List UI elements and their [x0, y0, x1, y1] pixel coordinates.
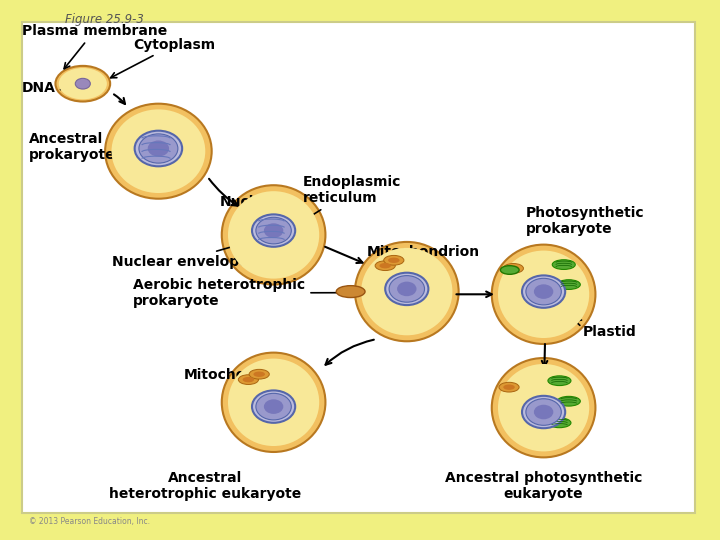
Text: © 2013 Pearson Education, Inc.: © 2013 Pearson Education, Inc.: [29, 517, 150, 526]
Ellipse shape: [492, 358, 595, 457]
Ellipse shape: [243, 377, 254, 382]
Ellipse shape: [238, 375, 258, 384]
Ellipse shape: [336, 286, 365, 298]
Ellipse shape: [548, 418, 571, 428]
Ellipse shape: [522, 275, 565, 308]
Text: Plastid: Plastid: [575, 320, 637, 339]
Ellipse shape: [375, 261, 395, 271]
Ellipse shape: [384, 255, 404, 265]
Ellipse shape: [252, 390, 295, 423]
Ellipse shape: [76, 78, 90, 89]
Ellipse shape: [548, 376, 571, 386]
Ellipse shape: [503, 264, 523, 273]
Ellipse shape: [397, 281, 416, 296]
Ellipse shape: [252, 214, 295, 247]
Ellipse shape: [557, 280, 580, 289]
Ellipse shape: [59, 68, 107, 99]
Text: Ancestral
heterotrophic eukaryote: Ancestral heterotrophic eukaryote: [109, 471, 302, 501]
Ellipse shape: [256, 393, 292, 420]
Ellipse shape: [228, 359, 319, 446]
Ellipse shape: [139, 134, 178, 163]
Ellipse shape: [222, 185, 325, 285]
Ellipse shape: [499, 382, 519, 392]
Ellipse shape: [498, 364, 589, 451]
Text: Figure 25.9-3: Figure 25.9-3: [65, 14, 144, 26]
Ellipse shape: [522, 396, 565, 428]
Ellipse shape: [503, 384, 515, 390]
Ellipse shape: [498, 251, 589, 338]
Text: Photosynthetic
prokaryote: Photosynthetic prokaryote: [526, 206, 644, 237]
Text: DNA: DNA: [22, 81, 66, 95]
Ellipse shape: [552, 260, 575, 269]
Ellipse shape: [105, 104, 212, 199]
Ellipse shape: [256, 217, 292, 244]
Ellipse shape: [264, 224, 284, 238]
Text: Aerobic heterotrophic
prokaryote: Aerobic heterotrophic prokaryote: [133, 278, 348, 308]
Text: Nuclear envelope: Nuclear envelope: [112, 244, 248, 269]
Text: Endoplasmic
reticulum: Endoplasmic reticulum: [297, 176, 401, 224]
Ellipse shape: [249, 369, 269, 379]
Text: Ancestral
prokaryote: Ancestral prokaryote: [29, 132, 115, 163]
Text: Cytoplasm: Cytoplasm: [111, 38, 215, 78]
Ellipse shape: [388, 258, 400, 263]
Ellipse shape: [500, 266, 519, 274]
Ellipse shape: [385, 273, 428, 305]
Ellipse shape: [526, 278, 562, 305]
Ellipse shape: [222, 353, 325, 452]
Text: Ancestral photosynthetic
eukaryote: Ancestral photosynthetic eukaryote: [445, 471, 642, 501]
Ellipse shape: [557, 396, 580, 406]
Ellipse shape: [55, 66, 110, 102]
Ellipse shape: [253, 372, 265, 377]
Ellipse shape: [112, 110, 205, 193]
Ellipse shape: [389, 275, 425, 302]
Ellipse shape: [264, 400, 284, 414]
Ellipse shape: [534, 284, 554, 299]
Text: Plasma membrane: Plasma membrane: [22, 24, 167, 69]
Ellipse shape: [361, 248, 452, 335]
Ellipse shape: [508, 266, 519, 271]
Ellipse shape: [534, 405, 554, 419]
Ellipse shape: [492, 245, 595, 344]
Ellipse shape: [355, 242, 459, 341]
FancyBboxPatch shape: [22, 22, 695, 513]
Text: Nucleus: Nucleus: [220, 195, 282, 224]
Text: Mitochondrion: Mitochondrion: [367, 246, 480, 268]
Ellipse shape: [379, 263, 391, 268]
Ellipse shape: [228, 191, 319, 279]
Ellipse shape: [148, 140, 169, 157]
Text: Mitochondrion: Mitochondrion: [184, 368, 297, 382]
Ellipse shape: [135, 131, 182, 166]
Ellipse shape: [526, 399, 562, 426]
